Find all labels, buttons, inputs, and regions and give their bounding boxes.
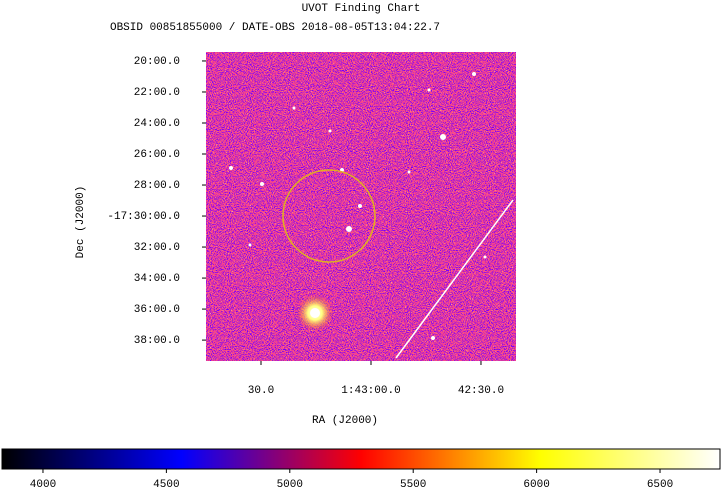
stars <box>229 72 487 340</box>
y-tick-label: 36:00.0 <box>134 304 180 316</box>
y-tick-label: 20:00.0 <box>134 56 180 68</box>
y-tick-label: 28:00.0 <box>134 180 180 192</box>
colorbar-tick-label: 6000 <box>523 479 549 489</box>
chart-title: UVOT Finding Chart <box>302 3 421 15</box>
x-tick-label: 30.0 <box>248 385 274 397</box>
y-tick-label: 38:00.0 <box>134 335 180 347</box>
colorbar-tick-label: 4000 <box>30 479 56 489</box>
y-tick-label: 22:00.0 <box>134 87 180 99</box>
colorbar-tick-label: 5000 <box>277 479 303 489</box>
colorbar <box>1 448 721 470</box>
y-tick-label: 32:00.0 <box>134 242 180 254</box>
y-axis-label: Dec (J2000) <box>75 186 87 259</box>
bright-star-core <box>310 308 320 318</box>
y-tick-label: 34:00.0 <box>134 273 180 285</box>
y-tick-label: -17:30:00.0 <box>107 211 180 223</box>
y-tick-label: 26:00.0 <box>134 149 180 161</box>
colorbar-tick-label: 6500 <box>647 479 673 489</box>
image <box>206 52 516 361</box>
x-tick-label: 42:30.0 <box>458 385 504 397</box>
x-axis-label: RA (J2000) <box>312 415 378 427</box>
source-region <box>282 169 376 263</box>
y-tick-label: 24:00.0 <box>134 118 180 130</box>
x-tick-label: 1:43:00.0 <box>341 385 400 397</box>
colorbar-tick-label: 5500 <box>400 479 426 489</box>
colorbar-tick-label: 4500 <box>153 479 179 489</box>
chart-subtitle: OBSID 00851855000 / DATE-OBS 2018-08-05T… <box>110 22 440 34</box>
satellite-trail <box>395 199 514 359</box>
